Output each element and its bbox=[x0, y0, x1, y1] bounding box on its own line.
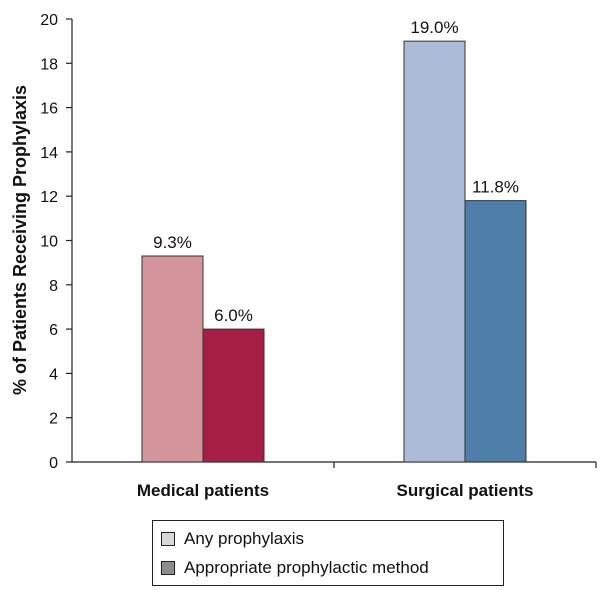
y-tick-labels: 0 2 4 6 8 10 12 14 16 18 20 bbox=[40, 12, 58, 472]
data-label: 11.8% bbox=[472, 178, 519, 197]
bar bbox=[202, 328, 265, 463]
legend-item-any-prophylaxis: Any prophylaxis bbox=[161, 528, 304, 550]
category-label: Surgical patients bbox=[397, 481, 534, 500]
category-labels: Medical patients Surgical patients bbox=[137, 481, 534, 500]
bar bbox=[141, 255, 204, 463]
y-tick-label: 10 bbox=[40, 234, 58, 251]
data-label: 6.0% bbox=[214, 306, 253, 325]
y-axis-label: % of Patients Receiving Prophylaxis bbox=[10, 85, 30, 395]
data-label: 19.0% bbox=[410, 18, 458, 37]
legend: Any prophylaxis Appropriate prophylactic… bbox=[152, 520, 504, 586]
y-tick-label: 12 bbox=[40, 189, 58, 206]
y-tick-label: 20 bbox=[40, 12, 58, 29]
category-label: Medical patients bbox=[137, 481, 269, 500]
y-tick-label: 6 bbox=[49, 322, 58, 339]
bar bbox=[464, 200, 527, 463]
y-tick-label: 2 bbox=[49, 411, 58, 428]
bar bbox=[403, 40, 466, 463]
bar-chart: 9.3% 6.0% 19.0% 11.8% 0 2 4 6 8 10 12 14 16 18 20 Med… bbox=[10, 12, 597, 500]
y-tick-label: 8 bbox=[49, 278, 58, 295]
y-tick-label: 0 bbox=[49, 455, 58, 472]
legend-label: Appropriate prophylactic method bbox=[184, 558, 429, 577]
legend-swatch bbox=[161, 561, 175, 575]
y-tick-label: 14 bbox=[40, 145, 58, 162]
chart-bars: 9.3% 6.0% 19.0% 11.8% bbox=[141, 18, 527, 463]
data-label: 9.3% bbox=[153, 233, 192, 252]
legend-label: Any prophylaxis bbox=[184, 529, 305, 548]
legend-swatch bbox=[161, 532, 175, 546]
legend-item-appropriate-method: Appropriate prophylactic method bbox=[161, 557, 429, 579]
y-tick-label: 16 bbox=[40, 101, 58, 118]
y-tick-label: 18 bbox=[40, 56, 58, 73]
y-tick-label: 4 bbox=[49, 366, 58, 383]
